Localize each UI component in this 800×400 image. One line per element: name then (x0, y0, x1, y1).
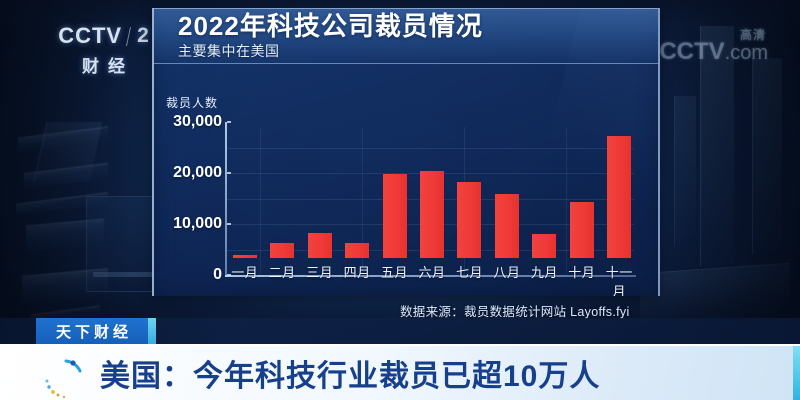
y-axis-tick (227, 121, 231, 123)
gridline (226, 147, 634, 149)
bar (457, 181, 482, 258)
y-axis-tick-label: 10,000 (173, 215, 222, 232)
bar (420, 171, 444, 258)
cctv-dotcom-watermark: 高清 CCTV.com (659, 28, 768, 66)
y-axis-tick-labels: 0 10,000 20,000 30,000 (154, 64, 222, 296)
x-axis-tick-label: 六月 (418, 265, 446, 280)
chart-title: 2022年科技公司裁员情况 (178, 11, 483, 41)
x-axis-tick-label: 一月 (231, 265, 259, 280)
x-axis-tick-label: 五月 (381, 265, 409, 280)
x-axis-tick-label: 九月 (530, 265, 558, 280)
watermark-suffix: .com (724, 42, 768, 64)
logo-divider (126, 26, 132, 46)
bar (569, 201, 594, 258)
x-axis-tick-label: 十一月 (605, 265, 633, 296)
bar (382, 173, 407, 258)
bar (532, 233, 557, 258)
lower-third-banner: 天下财经 美国：今年科技行业裁员已超10万人 (0, 318, 800, 400)
y-axis-line (225, 122, 227, 277)
gridline-vertical (260, 127, 261, 274)
bar-series (226, 64, 658, 296)
headline-bar: 美国：今年科技行业裁员已超10万人 (0, 344, 800, 400)
y-axis-label: 裁员人数 (166, 96, 219, 110)
x-axis-tick-labels: 一月 二月 三月 四月 五月 六月 七月 八月 九月 十月 十一月 (226, 262, 658, 296)
y-axis-tick (227, 223, 231, 225)
x-axis-tick-label: 七月 (455, 265, 483, 280)
gridline-vertical (566, 127, 567, 274)
tag-accent-cap (148, 318, 156, 344)
x-axis-tick-label: 八月 (493, 265, 521, 280)
watermark-text: CCTV (659, 38, 725, 65)
chart-panel: 2022年科技公司裁员情况 主要集中在美国 裁员人数 0 10,000 20,000… (152, 8, 660, 296)
x-axis-tick-label: 四月 (343, 265, 371, 280)
y-axis-tick-label: 0 (213, 266, 222, 283)
channel-name: 财经 (82, 57, 134, 76)
bar (270, 242, 295, 258)
channel-number: 2 (137, 24, 150, 47)
x-axis-tick-label: 二月 (268, 265, 296, 280)
program-tag: 天下财经 (36, 318, 148, 344)
headline-text: 美国：今年科技行业裁员已超10万人 (100, 360, 601, 393)
y-axis-tick-label: 30,000 (173, 113, 222, 130)
x-axis-tick-label: 十月 (568, 265, 596, 280)
bar (232, 255, 257, 258)
chart-title-band: 2022年科技公司裁员情况 主要集中在美国 (154, 8, 658, 64)
cctv-channel-logo: CCTV 2 财经 (44, 24, 164, 80)
y-axis-tick (227, 172, 231, 174)
cctv-finance-swoosh-icon (43, 359, 82, 399)
chart-plot-area: 裁员人数 0 10,000 20,000 30,000 一月 二月 三月 四月 五月 六月 七月八… (154, 64, 658, 296)
bar (494, 194, 519, 258)
chart-subtitle: 主要集中在美国 (178, 43, 280, 59)
x-axis-tick-label: 三月 (306, 265, 334, 280)
bar (607, 135, 632, 258)
y-axis-tick-label: 20,000 (173, 164, 222, 181)
chart-source-note: 数据来源：裁员数据统计网站 Layoffs.fyi (400, 305, 630, 319)
cctv-logo-text: CCTV (58, 23, 123, 48)
x-axis-line (225, 275, 636, 277)
bar (307, 232, 332, 258)
bar (345, 242, 370, 258)
y-axis-tick (227, 274, 231, 276)
gridline-vertical (362, 127, 363, 274)
hd-badge-label: 高清 (739, 28, 766, 42)
